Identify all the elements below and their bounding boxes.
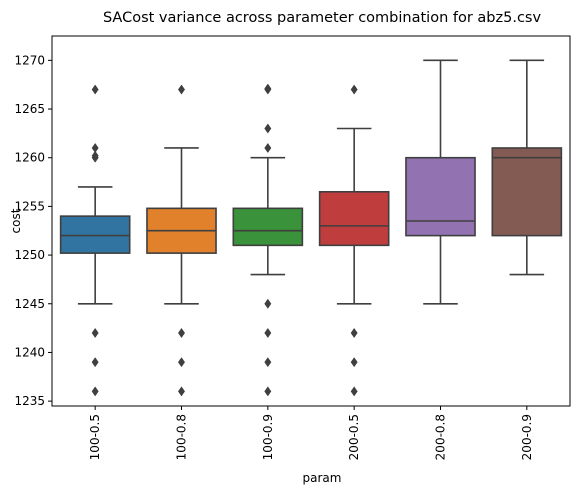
outlier-point (350, 327, 358, 339)
y-tick-label: 1270 (14, 53, 45, 67)
box-body (318, 190, 390, 247)
box-body (59, 215, 131, 254)
outlier-point (177, 386, 186, 397)
outlier-point (264, 386, 272, 397)
x-tick-label: 200-0.5 (347, 414, 361, 460)
outlier-point (177, 327, 186, 339)
box-body (232, 207, 304, 247)
outlier-point (350, 84, 358, 95)
y-axis-label: cost (9, 208, 23, 233)
x-tick-label: 200-0.8 (434, 414, 448, 460)
outlier-point (91, 386, 99, 397)
plot-area (59, 59, 563, 397)
outlier-point (177, 84, 186, 95)
outlier-point (177, 357, 186, 368)
outlier-point (264, 142, 272, 154)
outlier-point (91, 142, 99, 154)
box-100-0.8 (146, 84, 217, 397)
y-tick-label: 1240 (14, 345, 45, 359)
x-axis: 100-0.5 100-0.8 100-0.9 200-0.5 200-0.8 200-0… (88, 406, 534, 460)
y-tick-label: 1235 (14, 394, 45, 408)
outlier-point (91, 84, 99, 95)
outlier-point (264, 327, 272, 339)
y-tick-label: 1265 (14, 102, 45, 116)
outlier-point (350, 386, 358, 397)
box-100-0.9 (232, 83, 304, 397)
outlier-point (264, 123, 272, 134)
box-200-0.5 (318, 84, 390, 397)
x-tick-label: 100-0.9 (261, 414, 275, 460)
y-tick-label: 1260 (14, 151, 45, 165)
outlier-point (264, 298, 272, 309)
box-100-0.5 (59, 84, 131, 397)
box-body (491, 147, 563, 237)
x-axis-label: param (303, 471, 342, 485)
box-body (405, 156, 476, 237)
y-axis: 1235 1240 1245 1250 1255 1260 1265 1270 (14, 53, 52, 408)
y-tick-label: 1250 (14, 248, 45, 262)
y-tick-label: 1255 (14, 199, 45, 213)
x-tick-label: 200-0.9 (520, 414, 534, 460)
y-tick-label: 1245 (14, 297, 45, 311)
outlier-point (264, 357, 272, 368)
x-tick-label: 100-0.5 (88, 414, 102, 460)
x-tick-label: 100-0.8 (175, 414, 189, 460)
outlier-point (91, 327, 99, 339)
plot-frame (51, 35, 571, 407)
outlier-point (91, 150, 99, 161)
outlier-point (264, 83, 272, 94)
outlier-point (91, 357, 99, 368)
outlier-point (350, 357, 358, 368)
chart-title: SACost variance across parameter combina… (103, 10, 542, 26)
box-200-0.9 (491, 59, 563, 276)
box-200-0.8 (405, 59, 476, 305)
